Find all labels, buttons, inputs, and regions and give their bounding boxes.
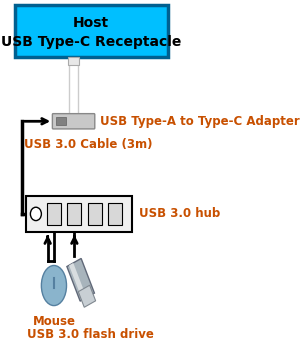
Bar: [27, 196, 133, 232]
Polygon shape: [78, 285, 96, 307]
Text: USB 3.0 Cable (3m): USB 3.0 Cable (3m): [24, 138, 153, 152]
Bar: [15, 5, 168, 57]
Text: Mouse: Mouse: [32, 315, 76, 328]
Polygon shape: [67, 258, 95, 301]
Bar: [67, 203, 82, 225]
Text: USB 3.0 hub: USB 3.0 hub: [139, 207, 220, 220]
Bar: [56, 117, 66, 125]
Text: USB 3.0 flash drive: USB 3.0 flash drive: [27, 327, 153, 340]
Bar: [108, 203, 122, 225]
Text: USB Type-A to Type-C Adapter: USB Type-A to Type-C Adapter: [100, 115, 300, 128]
Text: USB Type-C Receptacle: USB Type-C Receptacle: [1, 35, 182, 49]
Polygon shape: [69, 263, 87, 300]
Bar: [88, 203, 102, 225]
FancyBboxPatch shape: [69, 57, 78, 115]
Ellipse shape: [41, 266, 66, 306]
FancyBboxPatch shape: [52, 114, 95, 129]
Bar: [68, 57, 79, 65]
Bar: [47, 203, 61, 225]
Circle shape: [31, 207, 41, 221]
Text: Host: Host: [73, 16, 109, 30]
